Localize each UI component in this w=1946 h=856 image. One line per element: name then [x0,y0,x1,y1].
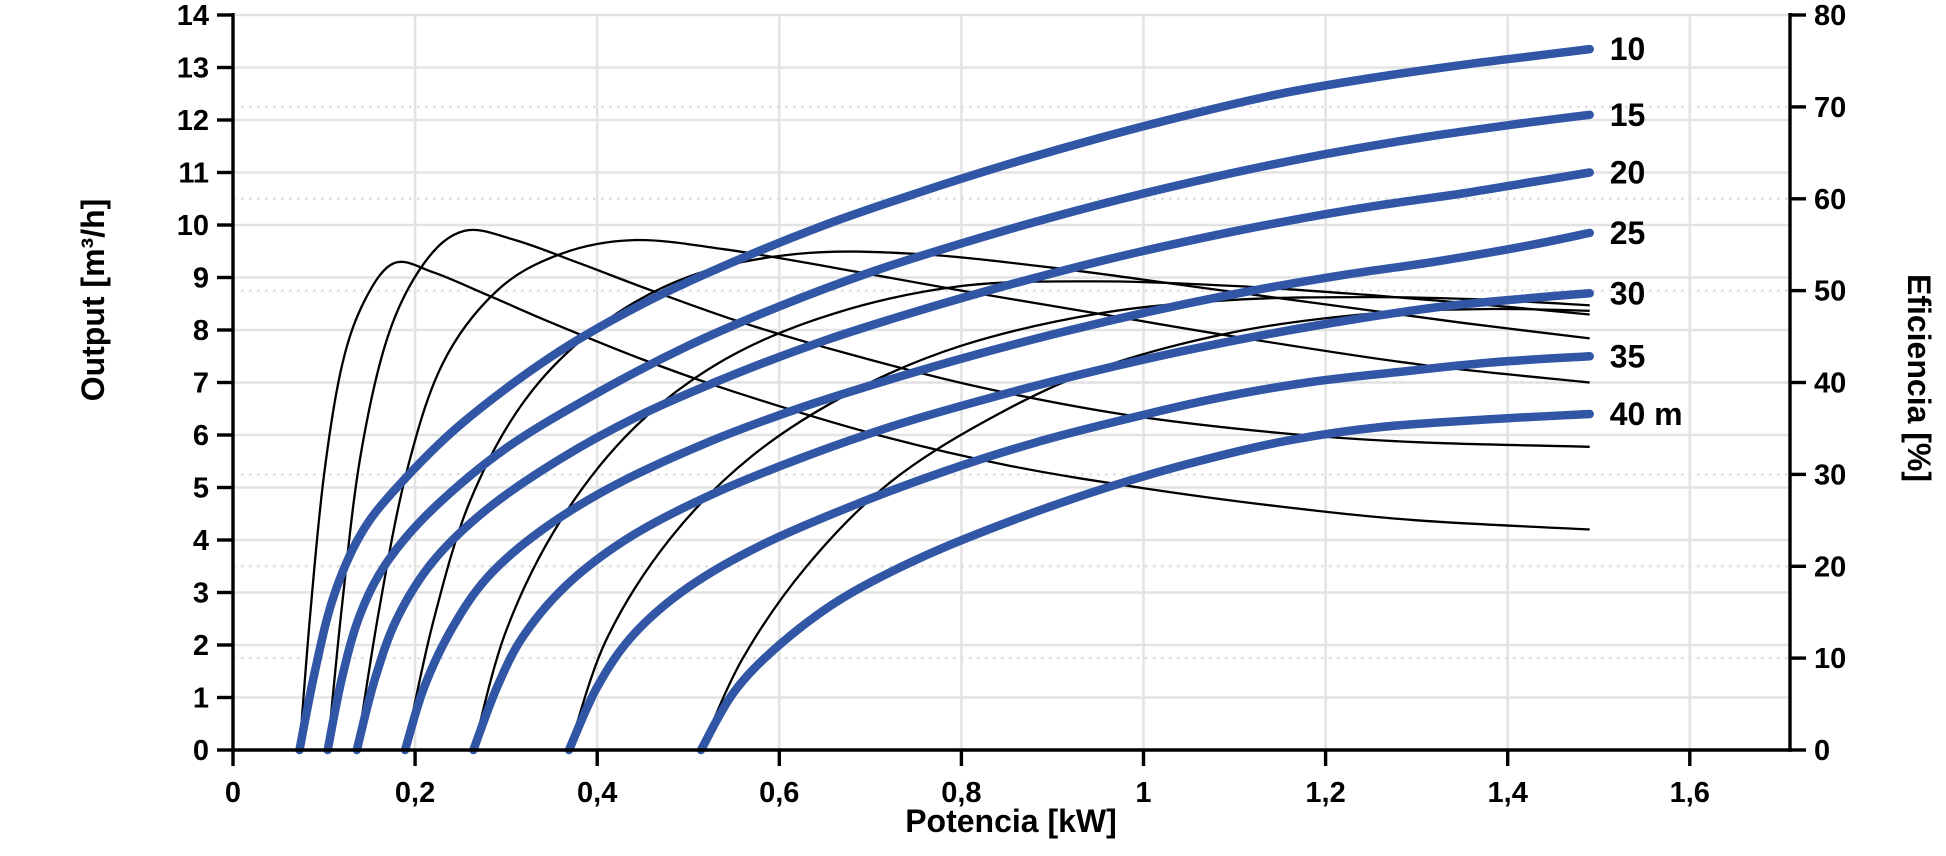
y-axis-left-tick-label: 13 [177,53,209,85]
y-axis-right-tick-label: 80 [1814,0,1846,32]
efficiency-curves [298,228,1590,751]
x-axis-tick-label: 1,6 [1670,777,1710,809]
y-axis-left-title: Output [m³/h] [75,199,111,402]
y-axis-right-tick-label: 0 [1814,735,1830,767]
power-curve-25 [400,228,1594,755]
efficiency-curve-15 [326,228,1590,751]
y-axis-right-tick-label: 20 [1814,551,1846,583]
power-curve-20 [352,168,1594,755]
y-axis-left-tick-label: 7 [193,368,209,400]
x-axis-tick-label: 0,4 [577,777,617,809]
y-axis-right-tick-label: 50 [1814,276,1846,308]
power-curve-40 [696,409,1594,755]
curve-label-35: 35 [1610,338,1646,374]
tick-marks [217,13,1806,766]
y-axis-left-tick-label: 4 [193,525,209,557]
power-curve-15 [323,110,1594,755]
y-axis-left-tick-label: 6 [193,420,209,452]
power-curves [295,44,1594,755]
y-axis-right-tick-label: 60 [1814,184,1846,216]
y-axis-left-tick-label: 5 [193,473,209,505]
y-axis-left-tick-label: 10 [177,210,209,242]
x-axis-title: Potencia [kW] [905,803,1117,839]
x-axis-tick-label: 1 [1135,777,1151,809]
y-axis-left-tick-label: 3 [193,578,209,610]
x-axis-tick-label: 0,2 [395,777,435,809]
y-axis-left-tick-label: 14 [177,0,209,32]
gridlines-dotted [233,105,1790,660]
curve-end-labels: 10 15 20 25 30 35 40 m [1610,31,1683,432]
curve-label-20: 20 [1610,155,1646,191]
y-axis-left-tick-label: 12 [177,105,209,137]
x-axis-tick-label: 0,6 [759,777,799,809]
power-curve-30 [469,289,1594,755]
curve-label-25: 25 [1610,215,1646,251]
y-axis-right-tick-label: 40 [1814,368,1846,400]
y-axis-right-tick-label: 10 [1814,643,1846,675]
power-curve-35 [564,352,1594,755]
power-curve-10 [295,44,1594,755]
x-axis-tick-label: 0 [225,777,241,809]
efficiency-curve-30 [472,280,1590,751]
x-axis-tick-label: 0,8 [941,777,981,809]
y-axis-right-title: Eficiencia [%] [1901,274,1937,482]
efficiency-curve-35 [567,295,1590,751]
y-axis-left-tick-label: 1 [193,683,209,715]
y-axis-left-tick-label: 11 [178,158,209,190]
x-axis-tick-label: 1,4 [1488,777,1528,809]
x-axis-tick-label: 1,2 [1305,777,1345,809]
curve-label-40: 40 m [1610,396,1683,432]
y-axis-left-tick-label: 9 [193,263,209,295]
efficiency-curve-40 [699,307,1590,751]
efficiency-curve-25 [403,250,1590,751]
curve-label-15: 15 [1610,97,1646,133]
curve-label-30: 30 [1610,275,1646,311]
efficiency-curve-10 [298,260,1590,751]
y-axis-right-tick-label: 70 [1814,92,1846,124]
efficiency-curve-20 [355,238,1590,751]
y-axis-left-tick-label: 2 [193,630,209,662]
y-axis-left-tick-label: 0 [193,735,209,767]
y-axis-left-tick-label: 8 [193,315,209,347]
curve-label-10: 10 [1610,31,1646,67]
y-axis-right-tick-label: 30 [1814,459,1846,491]
